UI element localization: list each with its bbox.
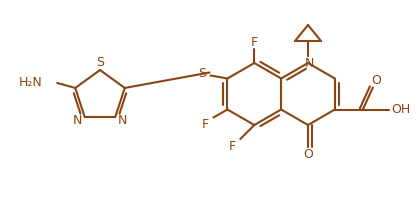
Text: O: O (371, 74, 381, 87)
Text: O: O (303, 149, 313, 162)
Text: N: N (304, 56, 314, 69)
Text: F: F (229, 140, 236, 153)
Text: F: F (251, 35, 258, 48)
Text: OH: OH (391, 103, 410, 116)
Text: F: F (202, 118, 209, 131)
Text: N: N (73, 114, 82, 126)
Text: S: S (96, 55, 104, 69)
Text: S: S (199, 67, 207, 80)
Text: N: N (118, 114, 127, 126)
Text: H₂N: H₂N (18, 76, 42, 89)
